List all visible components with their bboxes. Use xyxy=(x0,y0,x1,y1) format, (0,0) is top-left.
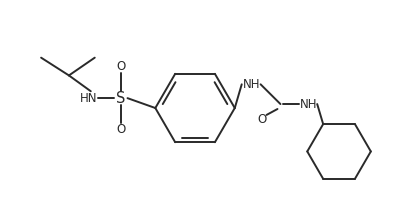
Text: O: O xyxy=(257,113,266,126)
Text: HN: HN xyxy=(80,92,97,105)
Text: O: O xyxy=(116,60,125,73)
Text: NH: NH xyxy=(243,78,261,91)
Text: S: S xyxy=(116,91,125,106)
Text: O: O xyxy=(116,123,125,136)
Text: NH: NH xyxy=(299,98,317,111)
